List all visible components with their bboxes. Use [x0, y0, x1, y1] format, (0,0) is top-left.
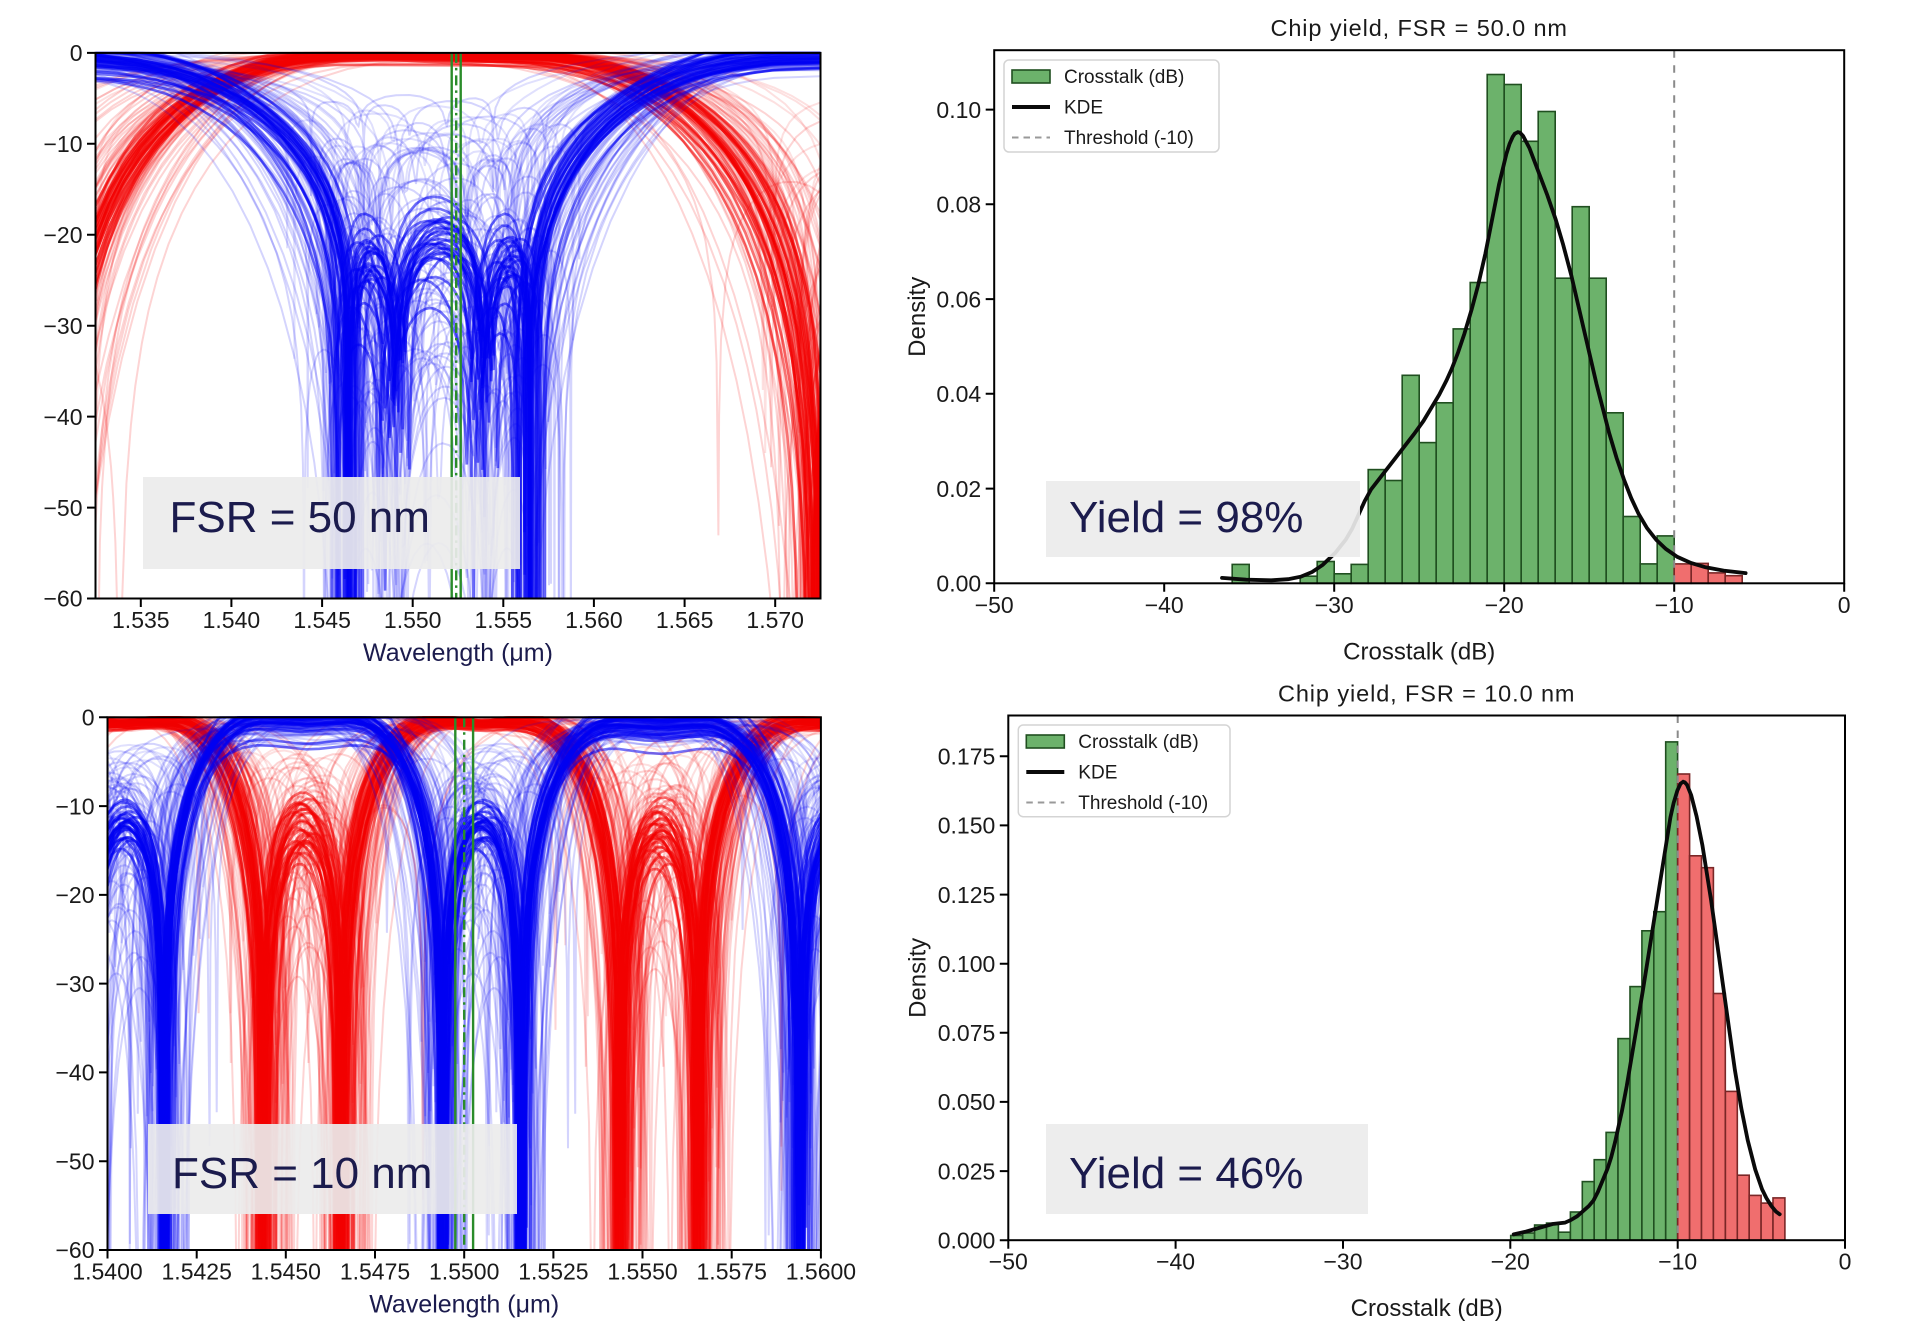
svg-text:−10: −10	[1658, 1249, 1697, 1275]
svg-text:−50: −50	[43, 495, 82, 521]
svg-text:1.5425: 1.5425	[162, 1259, 232, 1285]
svg-text:−20: −20	[1491, 1249, 1530, 1275]
svg-text:1.550: 1.550	[384, 607, 442, 633]
svg-text:Chip yield, FSR = 50.0 nm: Chip yield, FSR = 50.0 nm	[1270, 15, 1567, 41]
svg-text:−40: −40	[1156, 1249, 1195, 1275]
svg-text:Yield = 46%: Yield = 46%	[1069, 1149, 1303, 1198]
svg-text:0.050: 0.050	[938, 1089, 996, 1115]
svg-text:0.150: 0.150	[938, 813, 996, 839]
svg-text:−30: −30	[55, 971, 94, 997]
svg-text:1.5500: 1.5500	[429, 1259, 499, 1285]
svg-text:KDE: KDE	[1064, 98, 1103, 119]
svg-text:0.025: 0.025	[938, 1158, 996, 1184]
svg-text:FSR = 10 nm: FSR = 10 nm	[172, 1149, 432, 1198]
svg-text:−50: −50	[989, 1249, 1028, 1275]
svg-text:−60: −60	[55, 1237, 94, 1263]
svg-text:KDE: KDE	[1078, 763, 1117, 784]
svg-text:0.000: 0.000	[938, 1227, 996, 1253]
svg-text:1.535: 1.535	[112, 607, 170, 633]
svg-text:1.565: 1.565	[656, 607, 714, 633]
svg-text:0.08: 0.08	[936, 192, 981, 218]
svg-text:0.06: 0.06	[936, 286, 981, 312]
svg-text:1.5450: 1.5450	[251, 1259, 321, 1285]
svg-text:0: 0	[1838, 592, 1851, 618]
svg-text:Wavelength (μm): Wavelength (μm)	[369, 1291, 559, 1319]
svg-text:Yield = 98%: Yield = 98%	[1069, 493, 1303, 542]
svg-text:0: 0	[70, 40, 83, 66]
svg-text:−50: −50	[975, 592, 1014, 618]
svg-text:−60: −60	[43, 586, 82, 612]
svg-text:0.075: 0.075	[938, 1020, 996, 1046]
svg-text:FSR = 50 nm: FSR = 50 nm	[170, 493, 430, 542]
svg-text:1.5475: 1.5475	[340, 1259, 410, 1285]
svg-text:−30: −30	[43, 313, 82, 339]
svg-text:1.555: 1.555	[475, 607, 533, 633]
svg-text:0.175: 0.175	[938, 744, 996, 770]
svg-text:1.5600: 1.5600	[786, 1259, 856, 1285]
svg-text:1.570: 1.570	[746, 607, 804, 633]
svg-text:Density: Density	[904, 277, 931, 357]
svg-text:0.100: 0.100	[938, 951, 996, 977]
svg-text:1.560: 1.560	[565, 607, 623, 633]
svg-text:−10: −10	[55, 793, 94, 819]
svg-text:1.5400: 1.5400	[72, 1259, 142, 1285]
svg-text:0.02: 0.02	[936, 476, 981, 502]
svg-text:Threshold (-10): Threshold (-10)	[1064, 128, 1194, 149]
svg-text:Crosstalk (dB): Crosstalk (dB)	[1078, 732, 1198, 753]
svg-text:Density: Density	[904, 938, 931, 1018]
svg-text:1.5575: 1.5575	[697, 1259, 767, 1285]
svg-text:−20: −20	[55, 882, 94, 908]
svg-text:Wavelength (μm): Wavelength (μm)	[363, 639, 553, 667]
svg-text:−50: −50	[55, 1148, 94, 1174]
svg-text:0.00: 0.00	[936, 571, 981, 597]
svg-text:1.545: 1.545	[293, 607, 351, 633]
svg-text:−20: −20	[43, 222, 82, 248]
svg-text:Crosstalk (dB): Crosstalk (dB)	[1351, 1295, 1503, 1322]
svg-text:0.04: 0.04	[936, 381, 981, 407]
svg-text:−30: −30	[1315, 592, 1354, 618]
svg-text:1.5550: 1.5550	[607, 1259, 677, 1285]
svg-text:−40: −40	[55, 1060, 94, 1086]
svg-text:−40: −40	[43, 404, 82, 430]
svg-text:0: 0	[1839, 1249, 1852, 1275]
svg-text:0: 0	[82, 705, 95, 731]
svg-text:Crosstalk (dB): Crosstalk (dB)	[1343, 638, 1495, 665]
svg-text:0.125: 0.125	[938, 882, 996, 908]
svg-text:1.540: 1.540	[203, 607, 261, 633]
svg-text:−10: −10	[43, 131, 82, 157]
svg-text:Threshold (-10): Threshold (-10)	[1078, 793, 1208, 814]
svg-text:0.10: 0.10	[936, 97, 981, 123]
svg-text:Chip yield, FSR = 10.0 nm: Chip yield, FSR = 10.0 nm	[1278, 681, 1575, 707]
svg-text:−10: −10	[1655, 592, 1694, 618]
svg-text:1.5525: 1.5525	[518, 1259, 588, 1285]
svg-text:−30: −30	[1323, 1249, 1362, 1275]
svg-text:−40: −40	[1145, 592, 1184, 618]
svg-text:−20: −20	[1485, 592, 1524, 618]
svg-text:Crosstalk (dB): Crosstalk (dB)	[1064, 67, 1184, 88]
